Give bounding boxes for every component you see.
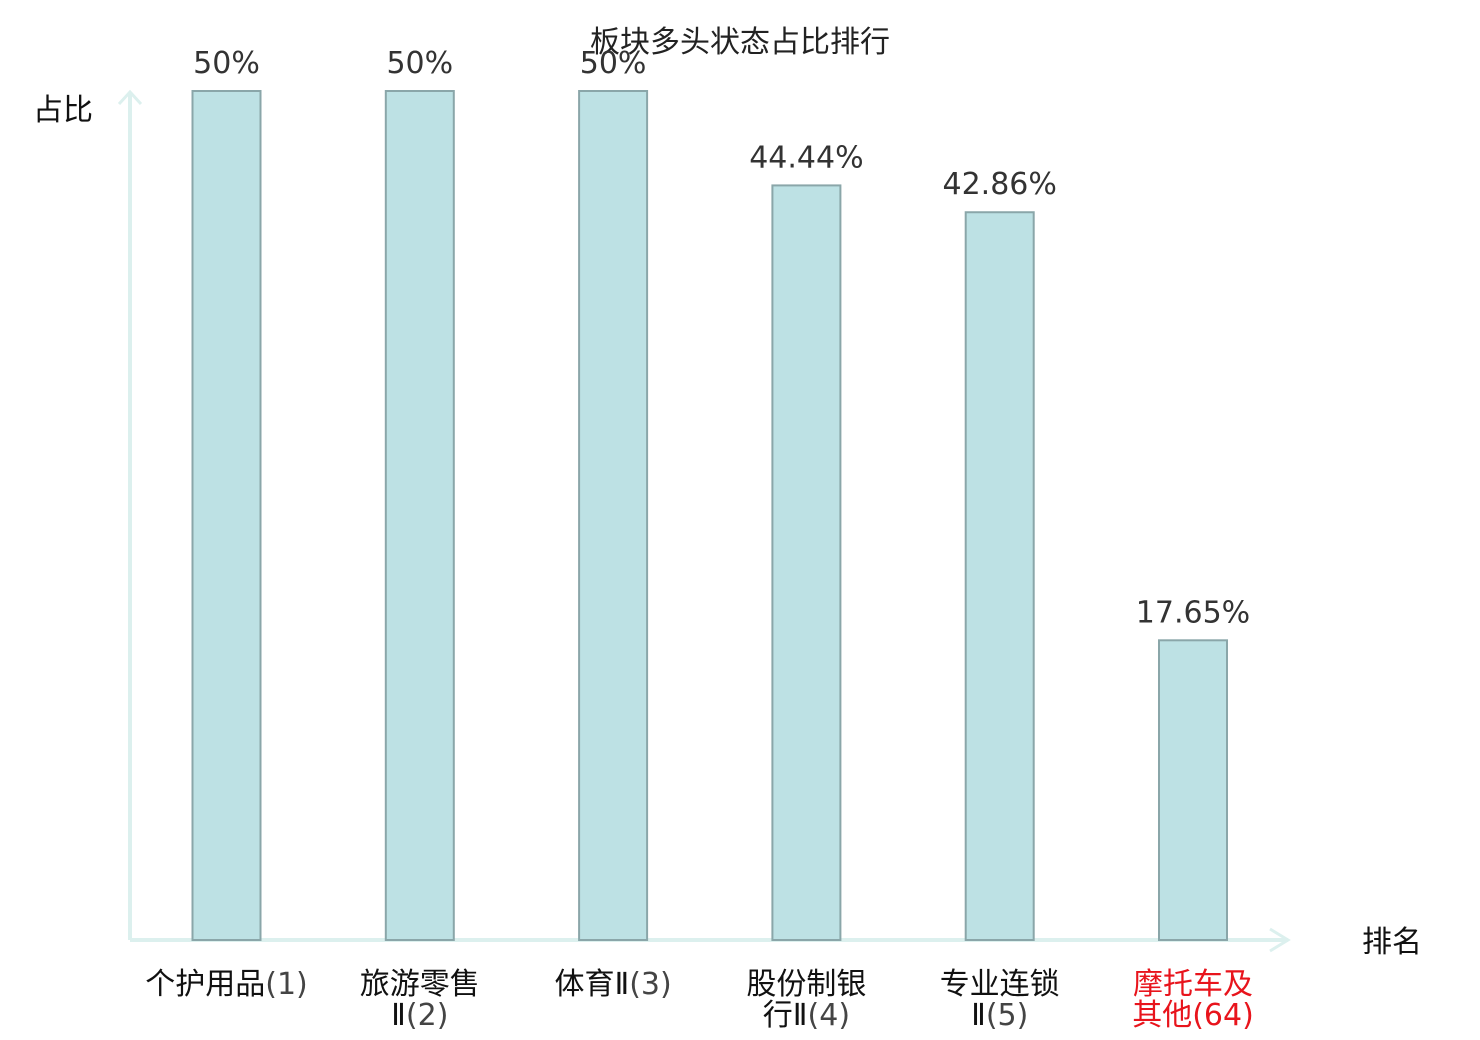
category-name: 其他 (1132, 998, 1192, 1033)
category-tick-label: 摩托车及 (1133, 967, 1253, 1002)
category-tick-label: 股份制银 (746, 967, 866, 1002)
x-axis-arrow (1269, 927, 1291, 953)
category-rank: (3) (629, 967, 672, 1002)
category-tick-label: 旅游零售 (360, 967, 480, 1002)
bar-value-label: 50% (193, 46, 260, 81)
bar-value-label: 44.44% (749, 140, 863, 175)
category-name: 专业连锁 (940, 967, 1060, 1002)
bar-value-label: 50% (386, 46, 453, 81)
bars-group (191, 90, 1228, 942)
category-rank: (1) (265, 967, 308, 1002)
category-tick-label: 个护用品(1) (145, 967, 308, 1002)
category-rank: (64) (1192, 998, 1254, 1033)
category-name: Ⅱ (391, 998, 406, 1033)
category-tick-label: 行Ⅱ(4) (763, 998, 850, 1033)
category-name: 摩托车及 (1133, 967, 1253, 1002)
category-name: 个护用品 (145, 967, 265, 1002)
category-name: 行Ⅱ (763, 998, 808, 1033)
category-rank: (5) (986, 998, 1029, 1033)
bar (384, 90, 455, 941)
category-tick-label: Ⅱ(5) (971, 998, 1028, 1033)
y-axis-label: 占比 (33, 93, 93, 128)
category-rank: (4) (808, 998, 851, 1033)
bar (964, 211, 1035, 942)
category-name: 旅游零售 (360, 967, 480, 1002)
category-name: 股份制银 (746, 967, 866, 1002)
axes (117, 89, 1291, 953)
bar-value-label: 50% (580, 46, 647, 81)
category-tick-label: 其他(64) (1132, 998, 1254, 1033)
y-axis-arrow (117, 89, 143, 106)
category-rank: (2) (406, 998, 449, 1033)
category-tick-label: Ⅱ(2) (391, 998, 448, 1033)
bar-value-label: 42.86% (943, 167, 1057, 202)
category-name: 体育Ⅱ (554, 967, 629, 1002)
category-tick-label: 专业连锁 (940, 967, 1060, 1002)
chart-title: 板块多头状态占比排行 (590, 25, 890, 60)
bar-value-label: 17.65% (1136, 595, 1250, 630)
x-axis-label: 排名 (1362, 925, 1422, 960)
bar (1158, 639, 1228, 941)
bar (191, 90, 262, 941)
bar (578, 90, 649, 941)
category-name: Ⅱ (971, 998, 986, 1033)
bar (771, 184, 842, 941)
value-labels-group: 50% 50% 50% 44.44% 42.86% 17.65% (193, 46, 1250, 630)
category-tick-label: 体育Ⅱ(3) (554, 967, 671, 1002)
